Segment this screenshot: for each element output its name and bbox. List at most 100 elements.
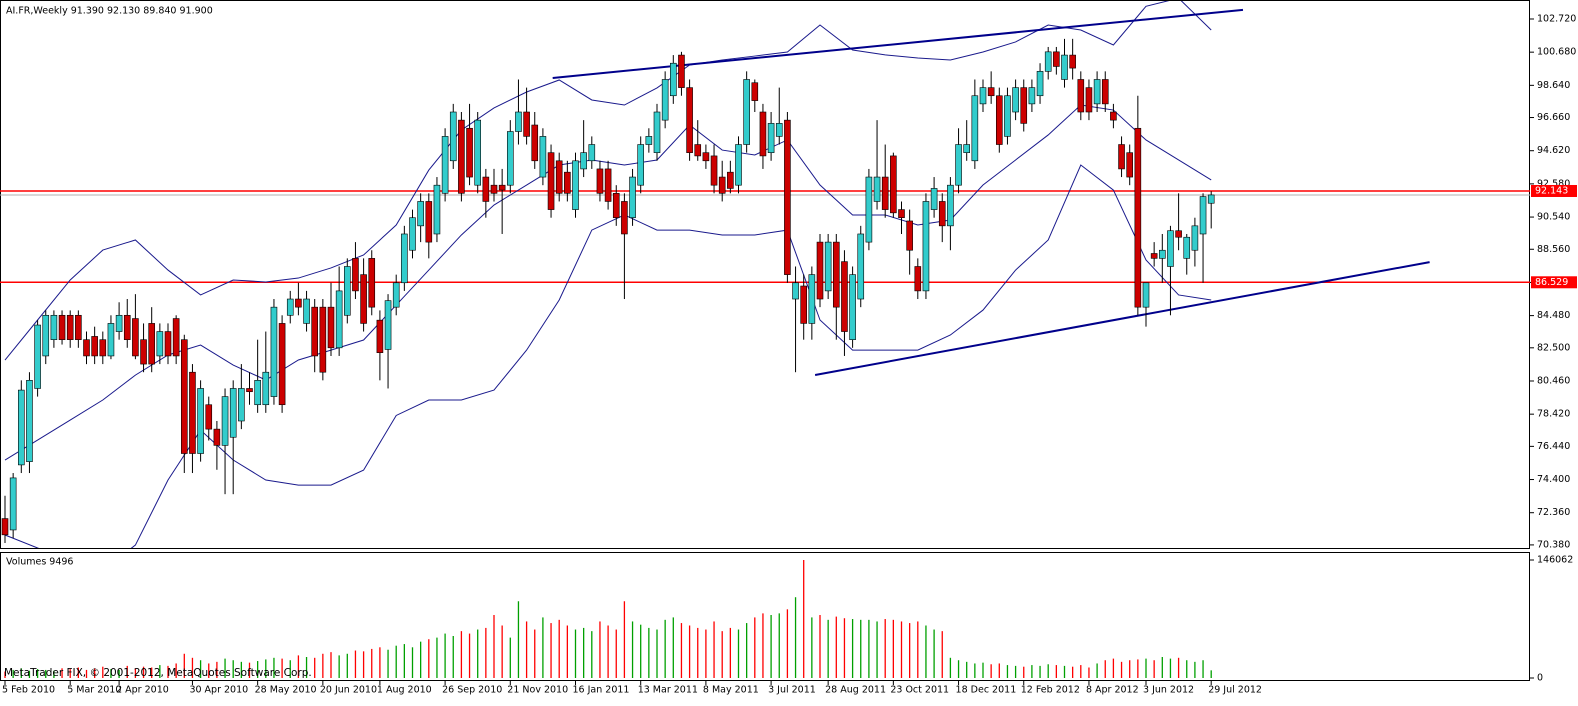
candle-body xyxy=(1110,111,1117,121)
candle-body xyxy=(1093,79,1101,105)
candle-body xyxy=(637,144,645,186)
candle-body xyxy=(938,201,946,227)
y-tick-label: 72.360 xyxy=(1537,507,1570,518)
candle-body xyxy=(564,171,571,194)
x-tick-label: 21 Nov 2010 xyxy=(507,685,568,696)
candle-body xyxy=(1036,71,1044,97)
main-panel xyxy=(0,0,1530,549)
candle-body xyxy=(319,306,327,373)
candle-body xyxy=(743,79,750,145)
candle-body xyxy=(832,241,840,308)
candle-body xyxy=(254,380,261,406)
candle-body xyxy=(58,314,66,340)
candle-body xyxy=(172,318,180,357)
main-plot xyxy=(0,1,1530,548)
x-tick-label: 29 Jul 2012 xyxy=(1208,685,1262,696)
y-tick-label: 94.620 xyxy=(1537,145,1570,156)
x-tick-label: 8 Apr 2012 xyxy=(1086,685,1139,696)
candle-body xyxy=(922,201,930,292)
candle-body xyxy=(335,290,343,349)
x-tick-label: 2 Apr 2010 xyxy=(116,685,169,696)
candle-body xyxy=(1175,230,1182,238)
x-tick-label: 30 Apr 2010 xyxy=(189,685,248,696)
candle-body xyxy=(718,176,726,194)
candle-body xyxy=(352,258,359,292)
candle-body xyxy=(588,144,596,162)
candle-body xyxy=(466,127,473,178)
candle-body xyxy=(83,339,90,357)
candle-body xyxy=(50,314,58,340)
candle-body xyxy=(1053,51,1060,67)
candle-body xyxy=(311,306,319,357)
candle-body xyxy=(898,209,905,219)
candle-body xyxy=(286,298,294,316)
candle-body xyxy=(425,201,433,243)
candle-body xyxy=(841,261,848,332)
candle-body xyxy=(295,298,302,308)
y-tick-label: 88.560 xyxy=(1537,244,1570,255)
candle-body xyxy=(784,119,791,275)
candle-body xyxy=(547,152,555,210)
candle-body xyxy=(449,111,457,162)
candle-body xyxy=(751,82,759,101)
candle-body xyxy=(148,323,155,365)
candle-body xyxy=(9,477,17,531)
volume-title: Volumes 9496 xyxy=(6,557,73,568)
volume-tick-label: 146062 xyxy=(1537,555,1573,566)
y-tick-label: 78.420 xyxy=(1537,409,1570,420)
candle-body xyxy=(808,274,816,324)
candle-body xyxy=(189,371,196,454)
candle-body xyxy=(458,119,465,194)
candle-body xyxy=(669,62,677,97)
candle-body xyxy=(572,160,579,210)
candle-body xyxy=(727,171,734,189)
candle-body xyxy=(1118,144,1125,170)
candle-body xyxy=(123,314,131,340)
y-tick-label: 96.660 xyxy=(1537,112,1570,123)
x-tick-label: 3 Jul 2011 xyxy=(768,685,816,696)
candle-body xyxy=(343,266,351,316)
x-tick-label: 26 Sep 2010 xyxy=(442,685,502,696)
candle-body xyxy=(1183,236,1191,259)
candle-body xyxy=(1020,87,1028,124)
candle-body xyxy=(156,331,164,357)
candle-body xyxy=(205,404,213,430)
candle-body xyxy=(759,111,767,157)
candle-body xyxy=(115,314,123,332)
candle-body xyxy=(963,144,971,153)
candle-body xyxy=(498,184,506,191)
x-tick-label: 18 Dec 2011 xyxy=(956,685,1017,696)
x-tick-label: 16 Jan 2011 xyxy=(573,685,630,696)
y-tick-label: 102.720 xyxy=(1537,13,1576,24)
x-tick-label: 23 Oct 2011 xyxy=(890,685,949,696)
candle-body xyxy=(816,241,824,300)
candle-body xyxy=(792,282,799,300)
candle-body xyxy=(629,176,636,219)
x-tick-label: 5 Mar 2010 xyxy=(67,685,121,696)
x-tick-label: 5 Feb 2010 xyxy=(2,685,55,696)
candle-body xyxy=(401,233,408,284)
candle-body xyxy=(42,314,50,357)
candle-body xyxy=(474,119,482,186)
candle-body xyxy=(303,298,310,324)
candle-body xyxy=(140,339,147,365)
candle-body xyxy=(653,111,661,153)
x-tick-label: 1 Aug 2010 xyxy=(377,685,432,696)
candle-body xyxy=(197,388,204,454)
y-tick-label: 70.380 xyxy=(1537,539,1570,550)
volume-panel xyxy=(0,552,1530,681)
candle-body xyxy=(1142,282,1150,308)
candle-body xyxy=(1199,196,1207,235)
y-tick-label: 98.640 xyxy=(1537,80,1570,91)
candle-body xyxy=(327,306,335,349)
candle-body xyxy=(482,176,490,202)
candle-body xyxy=(515,111,522,132)
candle-body xyxy=(1167,230,1174,267)
candle-body xyxy=(678,54,685,88)
x-tick-label: 28 May 2010 xyxy=(255,685,317,696)
candle-body xyxy=(1191,225,1199,251)
candle-body xyxy=(767,123,775,153)
candle-body xyxy=(1126,152,1133,178)
trend-line xyxy=(814,261,1430,376)
candle-body xyxy=(1150,253,1158,259)
